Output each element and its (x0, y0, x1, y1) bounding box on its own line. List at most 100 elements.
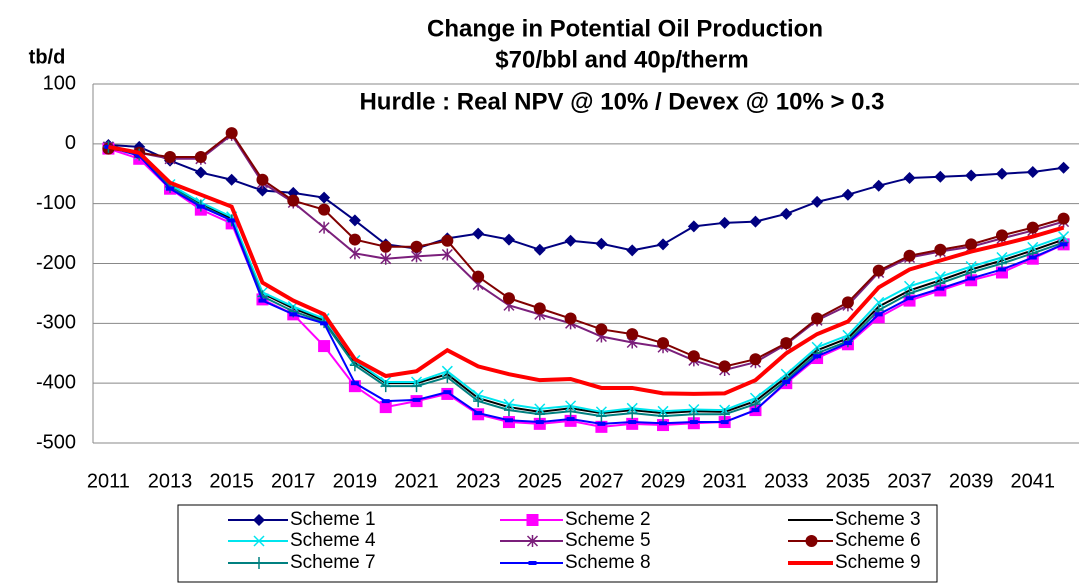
legend-label: Scheme 4 (290, 530, 376, 551)
data-point (659, 421, 668, 426)
data-point (411, 380, 422, 393)
data-point (872, 179, 885, 192)
series-line (108, 145, 1064, 418)
data-point (318, 191, 331, 204)
data-point (166, 186, 175, 191)
data-point (194, 150, 207, 163)
legend-label: Scheme 5 (565, 530, 651, 551)
legend-label: Scheme 9 (835, 552, 921, 573)
data-point (380, 380, 391, 393)
data-point (565, 405, 576, 418)
data-point (995, 167, 1008, 180)
data-point (687, 350, 700, 363)
data-point (318, 221, 330, 234)
data-point (564, 312, 577, 325)
data-point (410, 240, 423, 253)
y-tick-label: 0 (65, 132, 76, 154)
data-point (595, 237, 608, 250)
data-point (626, 328, 639, 341)
data-point (841, 188, 854, 201)
series-line (108, 145, 1064, 425)
data-point (936, 286, 945, 291)
x-tick-label: 2011 (87, 470, 130, 492)
data-point (997, 267, 1006, 272)
data-point (318, 340, 331, 353)
data-point (1026, 221, 1039, 234)
x-tick-label: 2041 (1011, 470, 1056, 492)
data-point (1057, 212, 1070, 225)
series-line (108, 144, 1064, 252)
series-line (108, 131, 1064, 368)
data-point (443, 390, 452, 395)
data-point (503, 404, 514, 417)
data-point (628, 420, 637, 425)
data-point (196, 204, 205, 209)
data-point (782, 379, 791, 384)
data-point (688, 408, 699, 421)
legend-marker (526, 535, 539, 547)
x-tick-label: 2023 (456, 470, 501, 492)
data-point (749, 353, 762, 366)
legend-label: Scheme 7 (290, 552, 376, 573)
data-point (502, 292, 515, 305)
data-point (597, 421, 606, 426)
data-point (903, 171, 916, 184)
x-tick-label: 2019 (333, 470, 378, 492)
data-point (256, 173, 269, 186)
data-point (256, 184, 269, 197)
x-tick-label: 2037 (887, 470, 932, 492)
data-point (687, 220, 700, 233)
y-tick-label: -200 (36, 252, 76, 274)
annotation: Hurdle : Real NPV @ 10% / Devex @ 10% > … (359, 88, 884, 115)
data-point (751, 408, 760, 413)
data-point (719, 408, 730, 421)
x-tick-label: 2027 (579, 470, 624, 492)
data-point (841, 296, 854, 309)
data-point (934, 243, 947, 256)
data-point (903, 249, 916, 262)
y-tick-label: -300 (36, 312, 76, 334)
series-line (108, 145, 1064, 413)
legend-label: Scheme 2 (565, 509, 651, 530)
data-point (225, 173, 238, 186)
data-point (350, 381, 359, 386)
x-tick-label: 2013 (148, 470, 193, 492)
data-point (472, 227, 485, 240)
legend-label: Scheme 1 (290, 509, 376, 530)
data-point (441, 248, 453, 261)
data-point (873, 296, 885, 308)
legend-marker (253, 535, 265, 547)
legend-marker (805, 535, 818, 547)
data-point (258, 298, 267, 303)
data-point (227, 218, 236, 223)
series-line (108, 144, 1065, 396)
x-tick-label: 2039 (949, 470, 994, 492)
data-point (1059, 242, 1068, 247)
data-point (225, 127, 238, 140)
data-point (287, 194, 300, 207)
data-point (626, 244, 639, 257)
data-point (780, 207, 793, 220)
data-point (535, 420, 544, 425)
data-point (504, 418, 513, 423)
data-point (874, 312, 883, 317)
data-point (533, 302, 546, 315)
data-point (967, 276, 976, 281)
data-point (657, 337, 670, 350)
data-point (164, 150, 177, 163)
data-point (657, 238, 670, 251)
data-point (441, 234, 454, 247)
data-point (811, 195, 824, 208)
y-axis-label: tb/d (29, 46, 66, 68)
data-point (1057, 161, 1070, 174)
data-point (442, 371, 453, 384)
series-line (108, 133, 1064, 372)
data-point (194, 166, 207, 179)
data-point (627, 407, 638, 420)
data-point (995, 229, 1008, 242)
legend-marker (253, 514, 265, 526)
data-point (349, 247, 361, 260)
chart-title: Change in Potential Oil Production (427, 15, 823, 42)
data-point (843, 341, 852, 346)
